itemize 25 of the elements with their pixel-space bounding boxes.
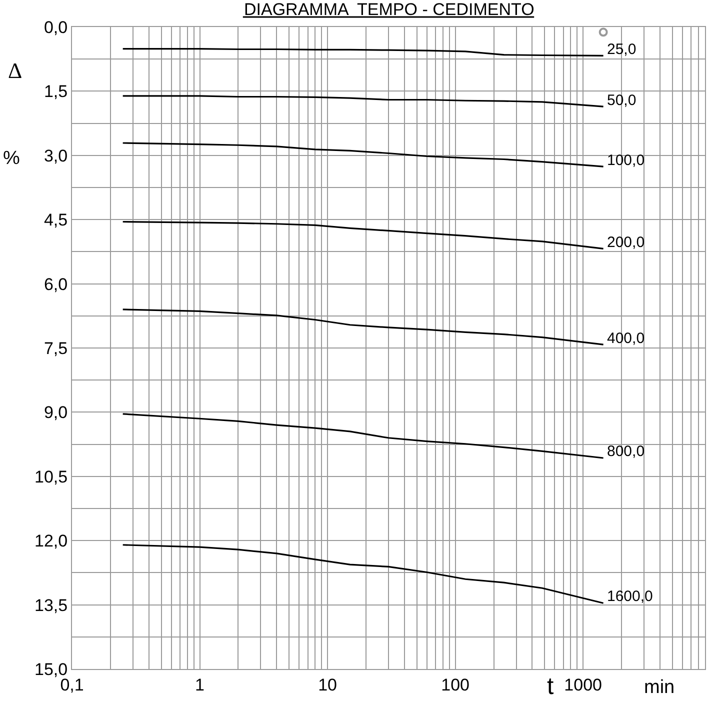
y-tick-label: 0,0	[44, 18, 68, 37]
y-tick-label: 6,0	[44, 274, 68, 294]
x-tick-label: 100	[441, 675, 470, 694]
series-label: 800,0	[607, 443, 645, 460]
series-label: 25,0	[607, 41, 636, 58]
y-tick-label: 13,5	[34, 596, 68, 615]
x-tick-label: 10	[318, 675, 337, 694]
x-tick-label: 1	[195, 675, 205, 694]
series-label: 1600,0	[607, 588, 653, 605]
series-label: 50,0	[607, 92, 636, 109]
chart-title: DIAGRAMMA TEMPO - CEDIMENTO	[244, 0, 534, 19]
y-tick-label: 12,0	[34, 532, 68, 551]
y-tick-label: 7,5	[44, 338, 68, 358]
y-tick-label: 4,5	[44, 210, 68, 230]
series-label: 100,0	[607, 152, 645, 169]
series-label: 400,0	[607, 330, 645, 347]
y-tick-label: 9,0	[44, 403, 68, 422]
x-axis-title: t	[547, 673, 554, 700]
series-label: 200,0	[607, 234, 645, 251]
y-tick-label: 3,0	[44, 146, 68, 166]
text: Δ %	[3, 58, 22, 169]
text: min	[644, 677, 675, 698]
y-tick-label: 10,5	[34, 467, 68, 486]
y-tick-label: 1,5	[44, 82, 68, 102]
x-tick-label: 1000	[564, 675, 602, 694]
